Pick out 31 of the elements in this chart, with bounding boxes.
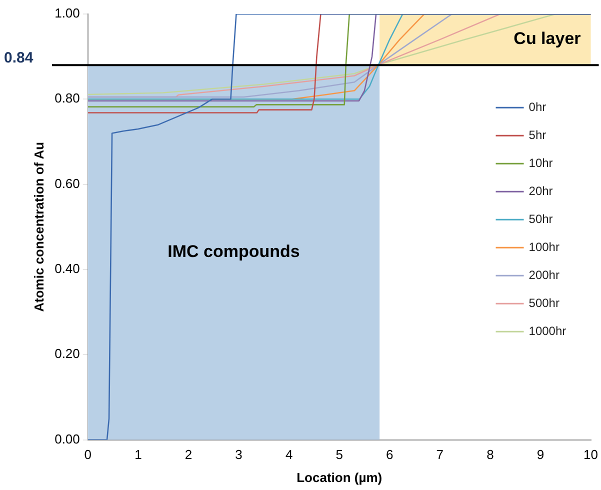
x-tick-label: 0 — [84, 447, 92, 462]
legend-label: 200hr — [528, 268, 560, 282]
x-tick-label: 3 — [235, 447, 242, 462]
band-label: Cu layer — [514, 29, 582, 48]
x-tick-label: 9 — [536, 447, 544, 462]
y-axis-title: Atomic concentration of Au — [31, 142, 46, 312]
legend-label: 0hr — [528, 100, 546, 114]
legend-label: 20hr — [528, 184, 553, 198]
legend-label: 50hr — [528, 212, 553, 226]
legend-label: 5hr — [528, 128, 546, 142]
y-tick-label: 0.40 — [54, 261, 80, 276]
x-tick-label: 2 — [184, 447, 192, 462]
y-tick-label: 0.60 — [54, 176, 80, 191]
x-axis-title: Location (µm) — [296, 470, 382, 485]
x-tick-label: 10 — [584, 447, 598, 462]
x-tick-label: 4 — [285, 447, 293, 462]
x-tick-label: 1 — [134, 447, 142, 462]
legend-label: 500hr — [528, 296, 560, 310]
x-tick-label: 8 — [486, 447, 494, 462]
text: 0.84 — [4, 50, 34, 67]
legend-label: 10hr — [528, 156, 553, 170]
y-tick-label: 1.00 — [54, 6, 80, 21]
y-tick-label: 0.80 — [54, 90, 80, 106]
legend-label: 1000hr — [528, 324, 566, 338]
x-tick-label: 6 — [386, 447, 394, 462]
x-tick-label: 5 — [336, 447, 343, 462]
x-tick-label: 7 — [436, 447, 444, 462]
y-tick-label: 0.20 — [54, 346, 80, 362]
y-tick-label: 0.00 — [54, 431, 80, 446]
band-label: IMC compounds — [168, 242, 300, 262]
legend-label: 100hr — [528, 240, 560, 254]
